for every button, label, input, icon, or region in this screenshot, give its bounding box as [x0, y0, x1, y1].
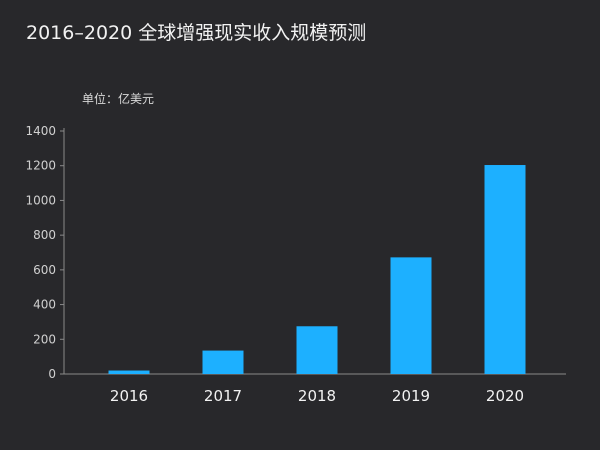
chart-title: 2016–2020 全球增强现实收入规模预测 — [26, 22, 367, 44]
y-tick-label: 600 — [33, 263, 56, 277]
x-tick-label: 2017 — [204, 387, 242, 405]
bar-2019 — [390, 257, 432, 374]
y-tick-label: 1000 — [25, 193, 56, 207]
x-tick-label: 2018 — [298, 387, 336, 405]
bar-2018 — [296, 326, 338, 374]
y-tick-label: 1400 — [25, 124, 56, 138]
y-tick-label: 200 — [33, 332, 56, 346]
y-tick-label: 800 — [33, 228, 56, 242]
y-tick-label: 1200 — [25, 159, 56, 173]
y-tick-label: 0 — [48, 367, 56, 381]
x-tick-label: 2020 — [486, 387, 524, 405]
unit-label: 单位：亿美元 — [82, 92, 155, 106]
y-tick-label: 400 — [33, 298, 56, 312]
bar-2017 — [202, 350, 244, 374]
x-tick-label: 2016 — [110, 387, 148, 405]
x-tick-label: 2019 — [392, 387, 430, 405]
bar-2020 — [484, 165, 526, 374]
bar-2016 — [108, 370, 150, 374]
